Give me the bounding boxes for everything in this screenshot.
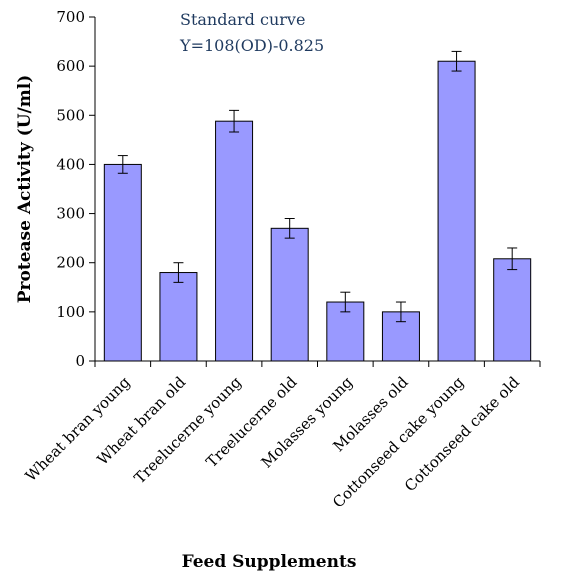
x-tick-label: Cottonseed cake old [401,373,523,495]
y-tick-label: 600 [56,57,85,75]
bars [103,60,532,362]
bar [437,60,476,362]
bar [493,258,532,362]
y-tick-label: 0 [75,352,85,370]
y-tick-label: 400 [56,155,85,173]
annotation-title: Standard curve [180,10,305,29]
y-tick-label: 200 [56,254,85,272]
y-tick-label: 500 [56,106,85,124]
y-tick-label: 300 [56,205,85,223]
x-axis-title: Feed Supplements [182,552,357,572]
x-tick-label: Treelucerne young [131,373,246,488]
bar [103,163,142,362]
plot-area: 0 100 200 300 400 500 600 700 Wheat bran youngW… [22,8,541,512]
y-tick-label: 100 [56,303,85,321]
x-tick-label: Wheat bran young [22,373,134,485]
y-axis-title: Protease Activity (U/ml) [15,75,35,303]
y-ticks: 0 100 200 300 400 500 600 700 [56,8,541,370]
bar [215,120,254,362]
bar [159,272,198,362]
annotation-equation: Y=108(OD)-0.825 [179,36,324,55]
y-tick-label: 700 [56,8,85,26]
bar [270,227,309,362]
error-bars [117,50,518,323]
